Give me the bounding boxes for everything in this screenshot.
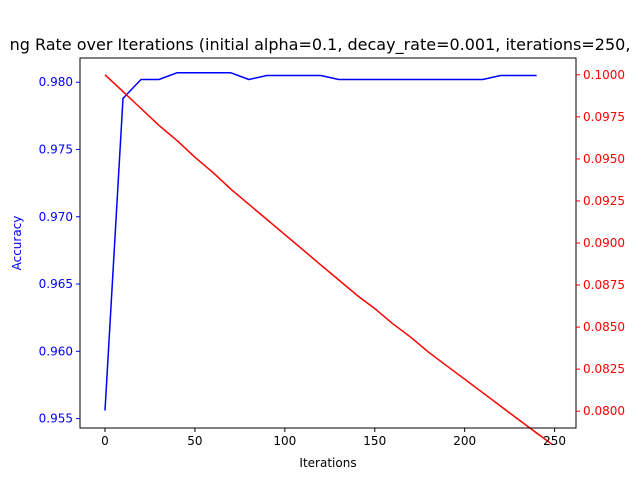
x-axis: 0 50 100 150 200 250 <box>101 428 566 448</box>
y-right-tick-label: 0.0825 <box>583 362 625 376</box>
chart-title: ng Rate over Iterations (initial alpha=0… <box>10 35 631 55</box>
y-axis-left-label: Accuracy <box>10 216 24 271</box>
y-right-tick-label: 0.0975 <box>583 110 625 124</box>
y-right-tick-label: 0.0900 <box>583 236 625 250</box>
y-axis-right: 0.0800 0.0825 0.0850 0.0875 0.0900 0.0925 0.09… <box>576 68 625 418</box>
y-right-tick-label: 0.0875 <box>583 278 625 292</box>
x-tick-label: 50 <box>187 434 202 448</box>
x-tick-label: 100 <box>273 434 296 448</box>
x-tick-label: 0 <box>101 434 109 448</box>
y-left-tick-label: 0.965 <box>39 277 73 291</box>
y-right-tick-label: 0.0925 <box>583 194 625 208</box>
chart-marks <box>104 72 554 446</box>
x-axis-label: Iterations <box>299 456 356 470</box>
series-line-learning-rate <box>104 74 554 446</box>
y-left-tick-label: 0.955 <box>39 412 73 426</box>
y-right-tick-label: 0.0850 <box>583 320 625 334</box>
y-left-tick-label: 0.980 <box>39 75 73 89</box>
x-tick-label: 250 <box>543 434 566 448</box>
y-left-tick-label: 0.970 <box>39 210 73 224</box>
y-right-tick-label: 0.0800 <box>583 404 625 418</box>
y-left-tick-label: 0.975 <box>39 142 73 156</box>
y-right-tick-label: 0.1000 <box>583 68 625 82</box>
y-right-tick-label: 0.0950 <box>583 152 625 166</box>
y-axis-left: 0.955 0.960 0.965 0.970 0.975 0.980 <box>39 75 80 426</box>
x-tick-label: 150 <box>363 434 386 448</box>
plot-frame <box>79 57 577 429</box>
series-line-accuracy <box>104 72 537 411</box>
y-left-tick-label: 0.960 <box>39 344 73 358</box>
x-tick-label: 200 <box>453 434 476 448</box>
